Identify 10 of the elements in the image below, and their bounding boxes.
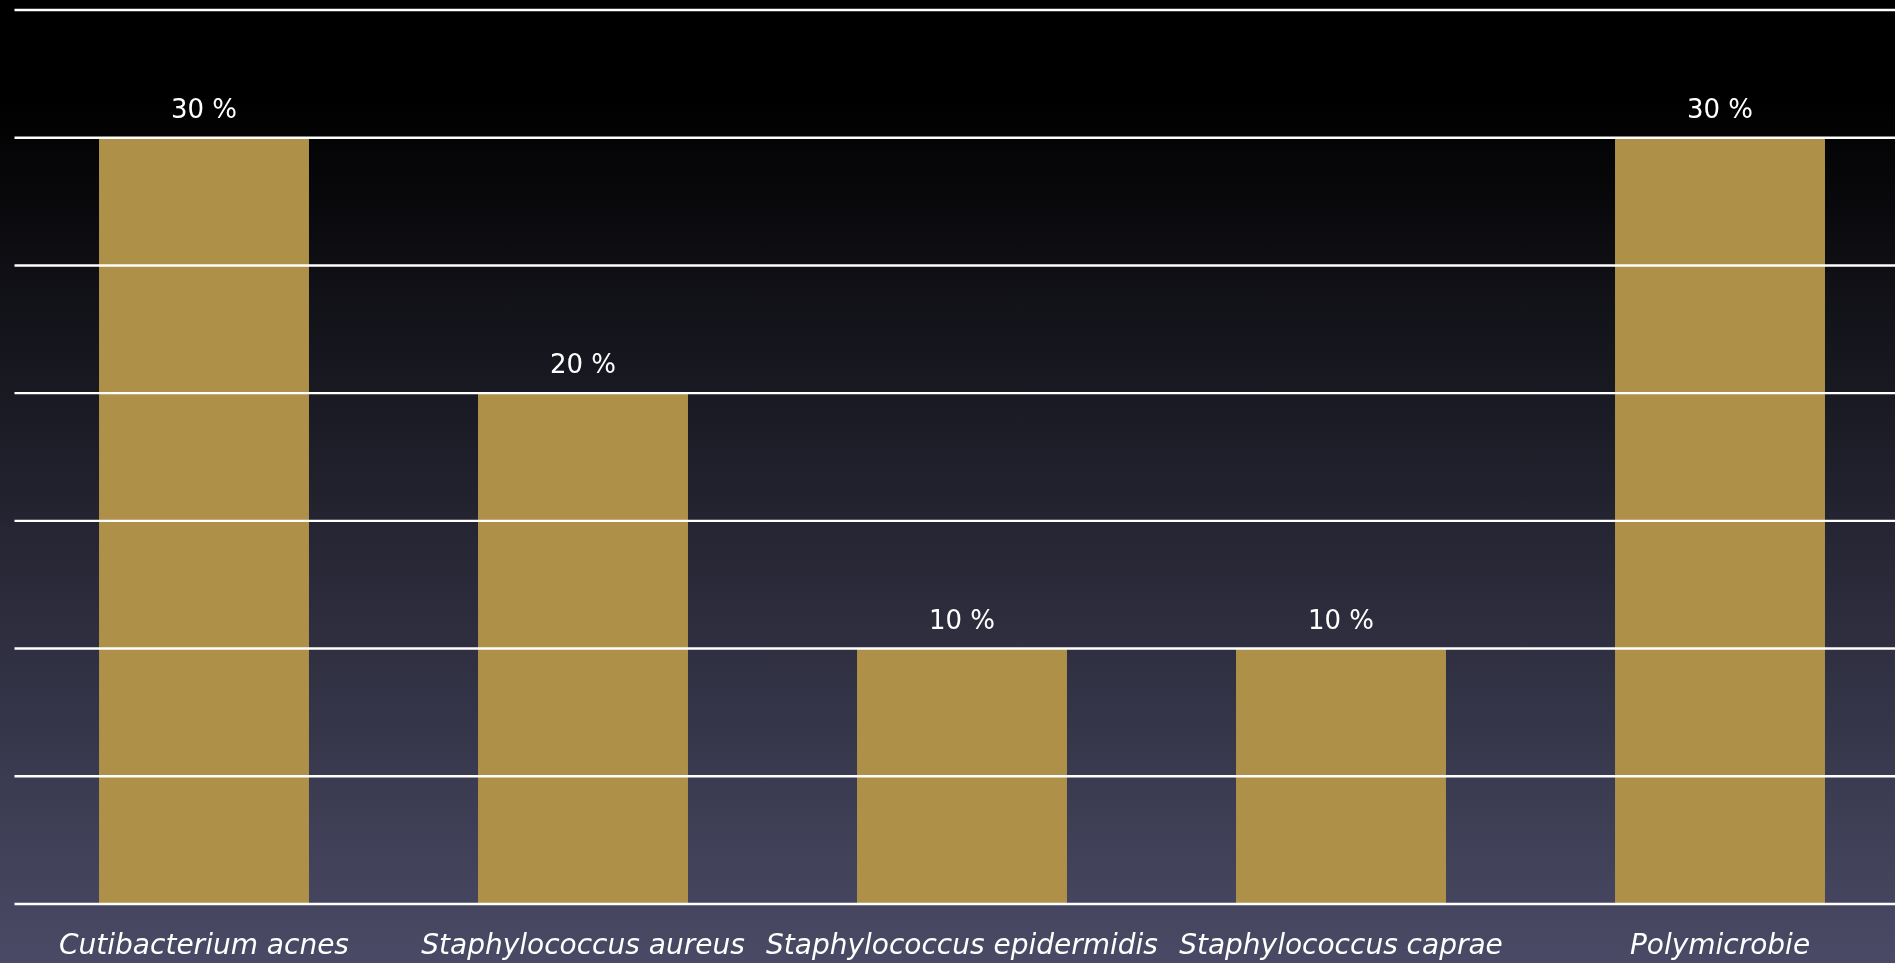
x-tick-label: Staphylococcus epidermidis [766, 928, 1158, 961]
x-tick-label: Staphylococcus aureus [421, 928, 745, 961]
x-tick-label: Staphylococcus caprae [1179, 928, 1503, 961]
data-label: 30 % [1686, 93, 1754, 124]
data-label: 10 % [928, 604, 996, 635]
x-tick-label: Polymicrobie [1629, 928, 1811, 961]
x-tick-label: Cutibacterium acnes [59, 928, 349, 961]
data-label: 20 % [549, 349, 617, 380]
data-label: 30 % [170, 93, 238, 124]
data-label: 10 % [1307, 604, 1375, 635]
